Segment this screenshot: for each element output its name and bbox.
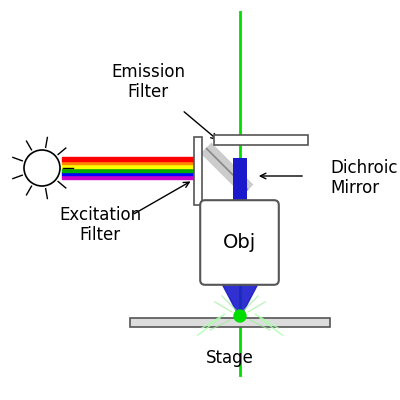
- FancyBboxPatch shape: [200, 200, 279, 285]
- Bar: [62, 164, 196, 168]
- Bar: [62, 168, 196, 172]
- Polygon shape: [220, 280, 260, 318]
- Bar: [194, 137, 202, 205]
- Bar: [62, 157, 196, 161]
- Bar: [62, 175, 196, 179]
- Bar: [62, 172, 196, 175]
- Text: Dichroic
Mirror: Dichroic Mirror: [330, 158, 398, 197]
- Bar: [62, 161, 196, 164]
- Bar: [233, 158, 247, 200]
- Circle shape: [234, 310, 246, 322]
- Text: Emission
Filter: Emission Filter: [111, 63, 185, 101]
- Text: Excitation
Filter: Excitation Filter: [59, 206, 141, 244]
- Text: Stage: Stage: [206, 349, 254, 367]
- Text: Obj: Obj: [223, 233, 256, 252]
- Bar: [214, 135, 308, 145]
- Bar: [130, 318, 330, 326]
